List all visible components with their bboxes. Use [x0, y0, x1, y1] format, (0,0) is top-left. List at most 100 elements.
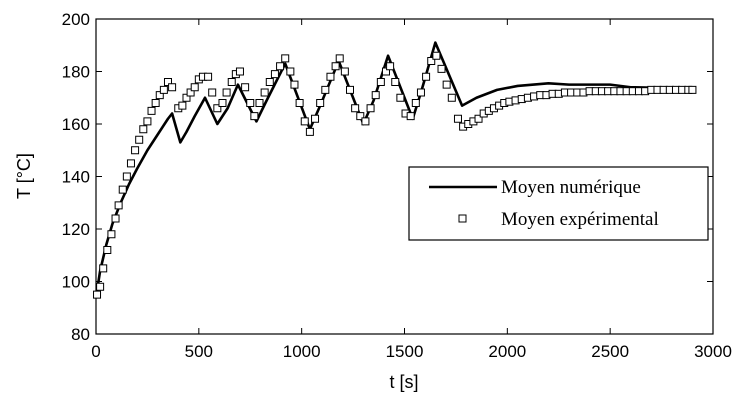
series-layer — [93, 41, 697, 299]
legend-box — [408, 166, 709, 241]
legend-label-experimental: Moyen expérimental — [501, 209, 659, 230]
data-point-experimental — [391, 78, 400, 86]
data-point-experimental — [126, 159, 135, 168]
data-point-experimental — [190, 83, 199, 92]
x-axis: 0 500 1000 1500 2000 2500 3000 — [91, 19, 732, 361]
data-point-experimental — [241, 83, 250, 92]
data-point-experimental — [246, 99, 255, 107]
data-point-experimental — [422, 72, 431, 81]
x-tick-label: 1500 — [386, 342, 424, 361]
data-point-experimental — [688, 85, 697, 94]
data-point-experimental — [159, 85, 168, 94]
data-point-experimental — [235, 67, 244, 76]
data-point-experimental — [351, 104, 360, 113]
data-point-experimental — [155, 91, 164, 100]
data-point-experimental — [147, 106, 156, 115]
data-point-experimental — [406, 112, 415, 121]
y-tick-label: 100 — [62, 273, 90, 292]
data-point-experimental — [427, 57, 436, 65]
data-point-experimental — [447, 93, 456, 102]
data-point-experimental — [281, 54, 290, 63]
data-point-experimental — [442, 80, 451, 89]
data-point-experimental — [213, 104, 222, 113]
data-point-experimental — [411, 99, 420, 107]
legend-marker-swatch — [458, 214, 467, 223]
data-point-experimental — [107, 230, 116, 239]
data-point-experimental — [204, 72, 213, 81]
y-axis: 80 100 120 140 160 180 200 — [62, 10, 713, 344]
data-point-experimental — [122, 172, 131, 181]
data-point-experimental — [286, 67, 295, 76]
data-point-experimental — [432, 51, 441, 60]
data-point-experimental — [222, 88, 231, 97]
data-point-experimental — [182, 93, 191, 102]
y-tick-label: 200 — [62, 10, 90, 29]
data-point-experimental — [260, 88, 269, 97]
data-point-experimental — [103, 246, 112, 254]
data-point-experimental — [316, 99, 325, 107]
data-point-experimental — [437, 64, 446, 73]
data-point-experimental — [186, 88, 195, 97]
data-point-experimental — [300, 117, 309, 126]
data-point-experimental — [335, 54, 344, 63]
data-point-experimental — [255, 99, 264, 107]
data-point-experimental — [99, 264, 108, 273]
data-point-experimental — [356, 112, 365, 121]
data-point-experimental — [250, 112, 259, 121]
data-point-experimental — [135, 135, 144, 144]
data-point-experimental — [96, 282, 105, 291]
data-point-experimental — [361, 117, 370, 126]
x-tick-label: 0 — [91, 342, 100, 361]
data-point-experimental — [218, 99, 227, 107]
data-point-experimental — [208, 88, 217, 97]
data-point-experimental — [111, 214, 120, 223]
data-point-experimental — [118, 185, 127, 194]
data-point-experimental — [93, 290, 102, 299]
y-tick-label: 160 — [62, 115, 90, 134]
legend-label-numerique: Moyen numérique — [501, 177, 641, 198]
data-point-experimental — [305, 127, 314, 136]
data-point-experimental — [270, 70, 279, 79]
y-tick-label: 120 — [62, 220, 90, 239]
data-point-experimental — [163, 78, 172, 86]
data-point-experimental — [366, 104, 375, 113]
data-point-experimental — [276, 62, 285, 71]
data-point-experimental — [416, 88, 425, 97]
data-point-experimental — [168, 83, 177, 92]
data-point-experimental — [345, 85, 354, 94]
data-point-experimental — [143, 117, 152, 126]
series-line-numerique — [94, 41, 693, 298]
x-tick-label: 3000 — [694, 342, 732, 361]
data-point-experimental — [371, 91, 380, 100]
y-tick-label: 180 — [62, 63, 90, 82]
data-point-experimental — [178, 101, 187, 110]
data-point-experimental — [340, 67, 349, 76]
data-point-experimental — [290, 80, 299, 89]
x-tick-label: 2500 — [591, 342, 629, 361]
legend: Moyen numérique Moyen expérimental — [408, 166, 709, 241]
data-point-experimental — [151, 99, 160, 107]
data-point-experimental — [474, 114, 483, 123]
data-point-experimental — [139, 125, 148, 134]
data-point-experimental — [386, 62, 395, 71]
y-axis-label: T [°C] — [14, 153, 34, 199]
data-point-experimental — [453, 114, 462, 123]
data-point-experimental — [326, 72, 335, 81]
x-tick-label: 1000 — [283, 342, 321, 361]
data-point-experimental — [331, 62, 340, 71]
data-point-experimental — [295, 99, 304, 107]
x-axis-label: t [s] — [389, 372, 418, 392]
data-point-experimental — [265, 78, 274, 86]
x-tick-label: 2000 — [488, 342, 526, 361]
data-point-experimental — [311, 114, 320, 123]
data-point-experimental — [114, 201, 123, 210]
data-point-experimental — [376, 78, 385, 86]
data-point-experimental — [131, 146, 140, 155]
data-point-experimental — [381, 67, 390, 76]
data-point-experimental — [227, 78, 236, 86]
y-tick-label: 80 — [71, 325, 90, 344]
data-point-experimental — [321, 85, 330, 94]
x-tick-label: 500 — [185, 342, 213, 361]
data-point-experimental — [396, 93, 405, 102]
